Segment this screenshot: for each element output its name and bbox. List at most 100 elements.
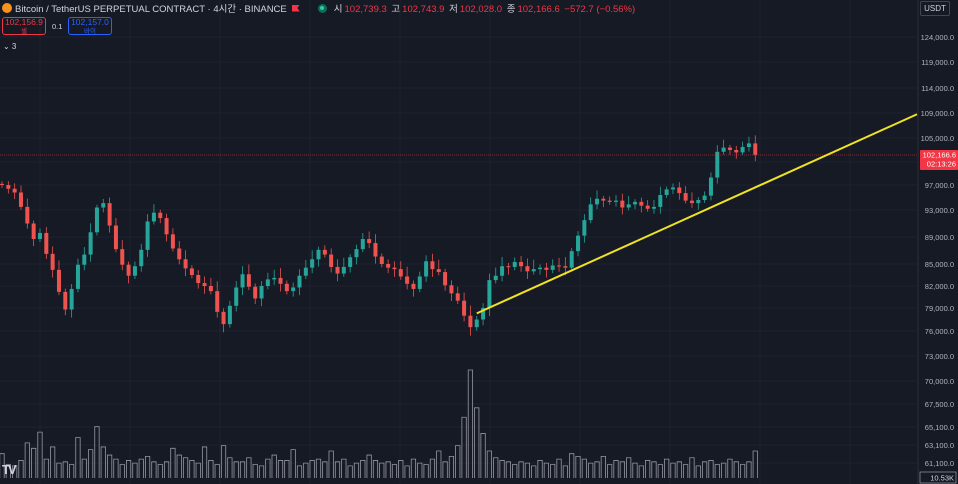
candle <box>177 240 182 265</box>
candle <box>430 253 435 277</box>
trendline[interactable] <box>476 113 918 315</box>
candle <box>126 261 131 284</box>
currency-selector[interactable]: USDT <box>920 1 950 16</box>
candle <box>702 191 707 203</box>
candle <box>544 262 549 278</box>
candle <box>557 257 562 272</box>
candle <box>379 253 384 268</box>
candle <box>322 245 327 258</box>
candle <box>50 246 55 278</box>
candle <box>645 200 650 212</box>
candle <box>462 292 467 322</box>
sell-button[interactable]: 102,156.9 셀 <box>2 17 46 35</box>
last-price-tag: 102,166.602:13:26 <box>920 150 958 171</box>
price-tick-label: 76,000.0 <box>925 327 954 336</box>
svg-text:02:13:26: 02:13:26 <box>927 160 956 169</box>
candle <box>234 280 239 312</box>
buy-label: 바이 <box>84 28 96 35</box>
candle <box>348 254 353 273</box>
candle <box>189 265 194 279</box>
candle <box>386 259 391 274</box>
candle <box>500 257 505 282</box>
candle <box>341 257 346 277</box>
candle <box>582 214 587 243</box>
price-tick-label: 85,000.0 <box>925 260 954 269</box>
candle <box>94 204 99 236</box>
buy-price: 102,157.0 <box>71 17 109 27</box>
candle <box>601 195 606 208</box>
candle <box>88 223 93 262</box>
volume-bars <box>0 369 758 478</box>
candle <box>246 264 251 291</box>
candle <box>449 280 454 302</box>
candle <box>506 262 511 275</box>
price-axis[interactable]: 124,000.0 119,000.0 114,000.0 109,000.0 105,… <box>917 0 958 484</box>
candle <box>6 181 11 194</box>
candle <box>398 261 403 280</box>
candle <box>740 141 745 156</box>
volume-series <box>0 369 758 478</box>
candle <box>367 231 372 249</box>
candle <box>487 273 492 317</box>
symbol-title[interactable]: Bitcoin / TetherUS PERPETUAL CONTRACT · … <box>15 4 287 15</box>
candle <box>215 281 220 318</box>
candle <box>278 268 283 292</box>
buy-button[interactable]: 102,157.0 바이 <box>68 17 112 35</box>
candle <box>614 195 619 207</box>
indicators-toggle[interactable]: ⌄ 3 <box>3 42 17 51</box>
price-tick-label: 67,500.0 <box>925 400 954 409</box>
candle <box>107 197 112 233</box>
candle <box>519 255 524 272</box>
candle <box>411 280 416 297</box>
candle <box>639 197 644 213</box>
candle <box>164 213 169 242</box>
close-label: 종 <box>506 4 516 15</box>
candle <box>82 247 87 271</box>
candle <box>158 209 163 224</box>
flag-icon[interactable] <box>291 4 300 12</box>
candle <box>626 196 631 211</box>
candle <box>183 250 188 277</box>
high-value: 102,743.9 <box>402 4 445 15</box>
candle <box>651 199 656 214</box>
candle <box>253 283 258 304</box>
candle <box>538 264 543 275</box>
candle <box>670 183 675 195</box>
candle <box>37 228 42 243</box>
close-value: 102,166.6 <box>517 4 560 15</box>
price-tick-label: 119,000.0 <box>921 58 954 67</box>
candle <box>721 139 726 155</box>
ohlc-values: 시 102,739.3 고 102,743.9 저 102,028.0 종 102,16… <box>334 1 637 15</box>
candle <box>335 259 340 282</box>
candle <box>240 266 245 296</box>
candle <box>259 281 264 307</box>
chart-header: Bitcoin / TetherUS PERPETUAL CONTRACT · … <box>0 0 637 16</box>
candlesticks <box>0 135 758 336</box>
price-tick-label: 93,000.0 <box>925 206 954 215</box>
candle <box>303 259 308 280</box>
candle <box>708 172 713 201</box>
candle <box>196 270 201 289</box>
price-tick-label: 114,000.0 <box>921 84 954 93</box>
candle <box>151 204 156 225</box>
candle <box>56 260 61 296</box>
candle <box>405 266 410 290</box>
candle <box>18 185 23 210</box>
candle <box>272 269 277 285</box>
candle <box>576 231 581 257</box>
candle <box>329 248 334 273</box>
candle <box>595 190 600 210</box>
candle <box>481 303 486 326</box>
sell-price: 102,156.9 <box>5 17 43 27</box>
tradingview-logo-icon[interactable]: TV <box>2 462 17 477</box>
candle <box>12 183 17 200</box>
sell-label: 셀 <box>21 28 27 35</box>
candle <box>715 145 720 184</box>
candle <box>69 284 74 318</box>
candle <box>31 220 36 247</box>
candle <box>734 145 739 159</box>
candle <box>297 269 302 296</box>
price-tick-label: 63,100.0 <box>925 441 954 450</box>
grid-lines <box>0 0 918 484</box>
